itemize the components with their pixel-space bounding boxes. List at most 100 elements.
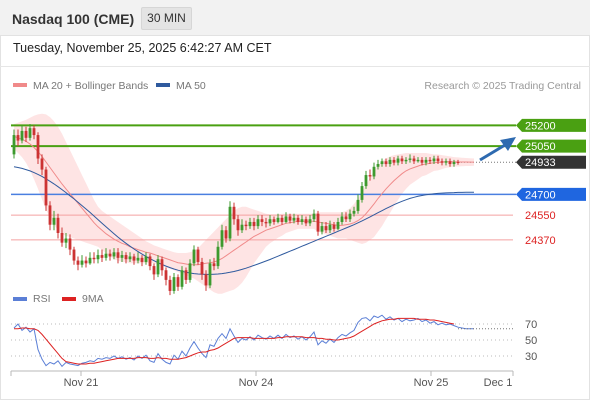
candle [432, 155, 436, 165]
candle-body [84, 260, 88, 264]
candle [336, 217, 340, 231]
candle [116, 248, 120, 264]
level-label-25200: 25200 [516, 118, 586, 132]
candle-body [324, 226, 328, 231]
bollinger-band-layer [14, 113, 474, 294]
candle [452, 159, 456, 167]
candlestick-layer [12, 124, 460, 296]
candle [148, 253, 152, 271]
candle [348, 209, 352, 222]
candle-body [16, 135, 20, 141]
ma50-line [13, 166, 474, 275]
candle [296, 215, 300, 225]
candle-body [280, 217, 284, 222]
candle [356, 194, 360, 214]
candle [316, 210, 320, 236]
level-text: 24370 [525, 235, 556, 247]
candle [12, 129, 16, 159]
candle-body [256, 219, 260, 227]
level-label-24933: 24933 [516, 155, 586, 169]
candle-body [312, 213, 316, 220]
candle [72, 246, 76, 265]
candle [448, 158, 452, 167]
candle [308, 215, 312, 227]
candle [344, 212, 348, 222]
candle [416, 157, 420, 163]
rsi-ma-legend-label: 9MA [82, 293, 104, 305]
rsi-legend-label: RSI [33, 293, 51, 305]
candle [268, 215, 272, 227]
candle-body [272, 219, 276, 222]
level-label-layer: 25200 25050 24933 24700 24550 24370 [479, 118, 586, 247]
candle [24, 126, 28, 142]
candle [32, 125, 36, 140]
candle-body [168, 279, 172, 291]
candle-body [184, 270, 188, 280]
candle [376, 159, 380, 170]
candle [408, 154, 412, 163]
arrow-shaft [479, 143, 506, 162]
timeframe-button[interactable]: 30 MIN [141, 7, 192, 30]
candle-body [260, 219, 264, 222]
legend-ma20: MA 20 + Bollinger Bands [13, 80, 148, 92]
x-tick-label: Nov 25 [414, 377, 449, 389]
candle [300, 215, 304, 225]
candle-body [332, 224, 336, 229]
level-text: 25050 [525, 141, 556, 153]
candle [128, 252, 132, 262]
candle [108, 249, 112, 261]
candle-body [128, 256, 132, 260]
candle-body [216, 246, 220, 267]
candle-body [152, 266, 156, 275]
candle [240, 219, 244, 233]
candle [304, 216, 308, 227]
candle-body [356, 199, 360, 211]
candle [256, 215, 260, 229]
candle [264, 217, 268, 228]
candle [380, 158, 384, 167]
rsi-line [13, 314, 474, 368]
candle-body [96, 255, 100, 260]
candle-body [28, 128, 32, 138]
candle [392, 157, 396, 166]
candle [220, 224, 224, 250]
candle [40, 154, 44, 176]
candle [324, 221, 328, 233]
candle-body [352, 210, 356, 214]
candle [360, 181, 364, 203]
candle-body [20, 130, 24, 141]
candle-body [284, 216, 288, 222]
candle-body [220, 230, 224, 247]
candle [44, 166, 48, 211]
candle [60, 227, 64, 247]
x-axis-ticks: Nov 21 Nov 24 Nov 25 Dec 1 [64, 371, 512, 389]
x-tick-label: Nov 21 [64, 377, 99, 389]
level-text: 24700 [525, 189, 556, 201]
level-tag [516, 118, 586, 132]
candle-body [408, 158, 412, 160]
candle-body [228, 206, 232, 239]
candle-body [56, 217, 60, 233]
candle-body [164, 270, 168, 280]
candle-body [340, 216, 344, 222]
candle-body [68, 238, 72, 250]
candle [208, 259, 212, 289]
candle-body [364, 175, 368, 187]
candle [112, 248, 116, 260]
chart-header: Nasdaq 100 (CME) 30 MIN [0, 0, 590, 36]
candle-body [136, 257, 140, 261]
candle [272, 216, 276, 225]
candle-body [176, 277, 180, 287]
candle [444, 158, 448, 166]
candle [412, 155, 416, 165]
candle-body [224, 230, 228, 239]
candle [48, 201, 52, 231]
candle-body [424, 159, 428, 163]
candle [384, 158, 388, 167]
candle-body [328, 224, 332, 231]
candle-body [212, 263, 216, 267]
level-tag [516, 187, 586, 201]
candle [328, 220, 332, 233]
candle-body [24, 130, 28, 138]
